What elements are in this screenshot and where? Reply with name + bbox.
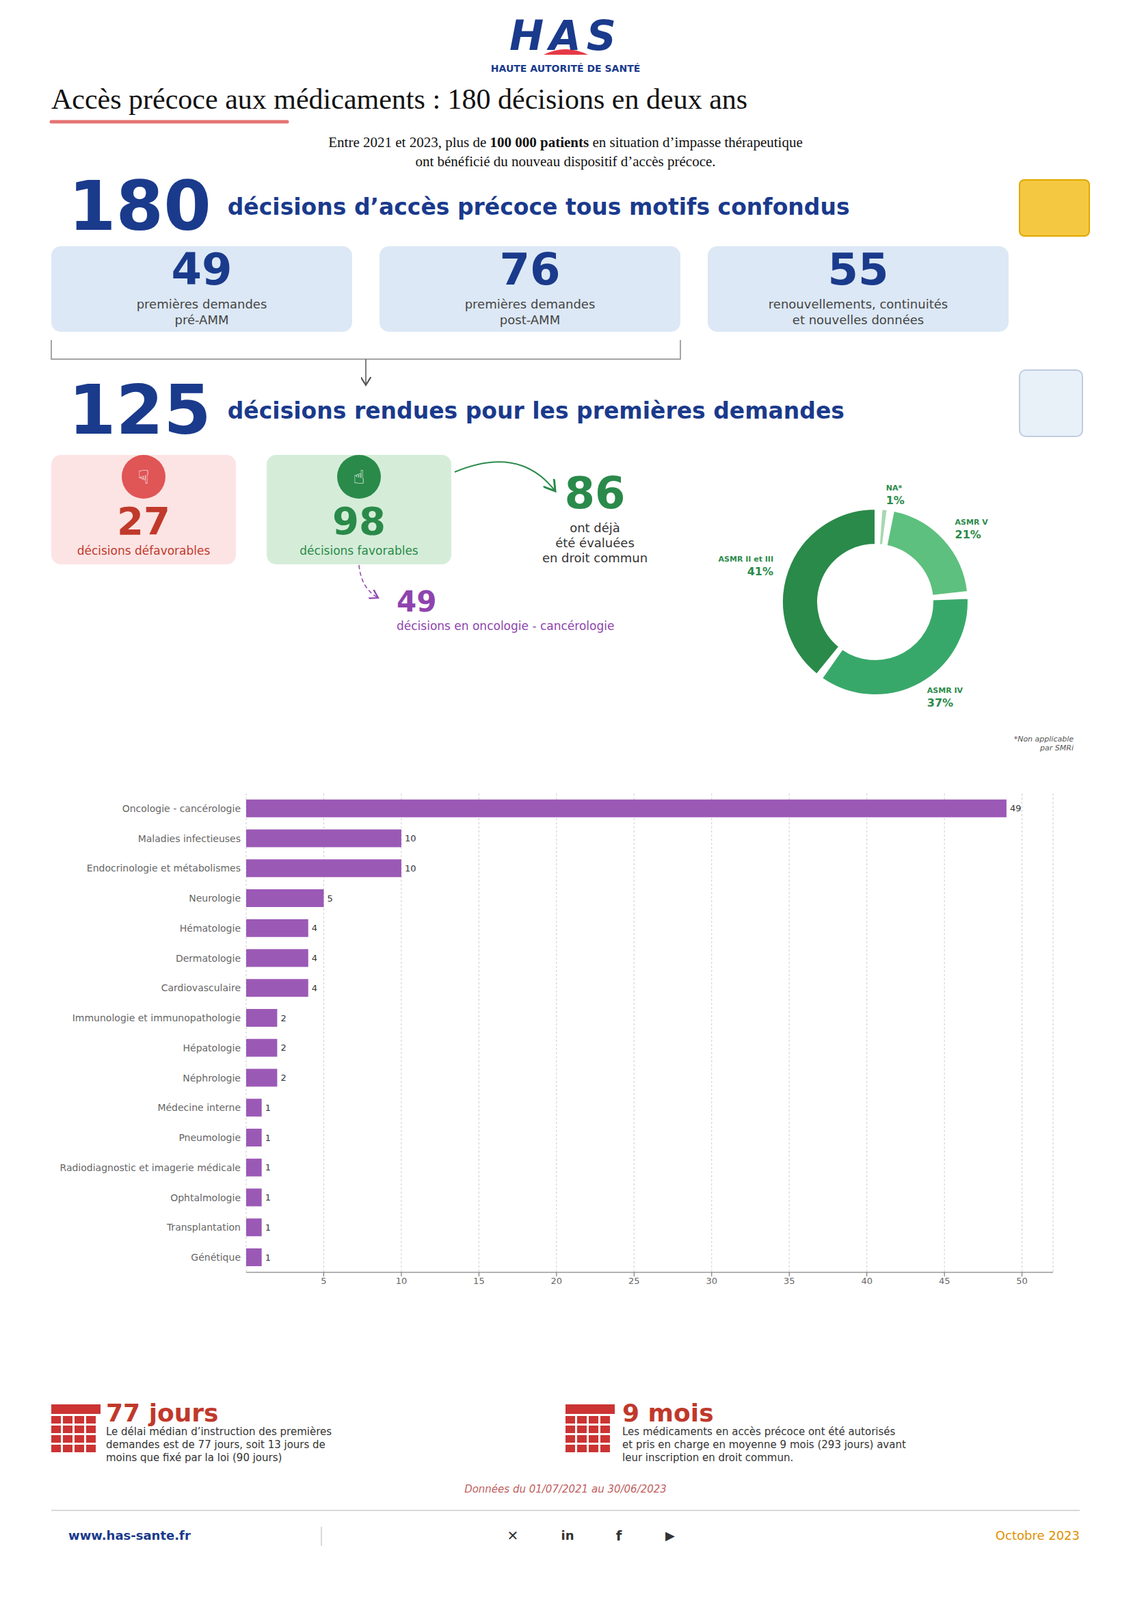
html-text:55: 55: [827, 244, 889, 295]
svg-text:1%: 1%: [886, 493, 905, 507]
html-text:décisions favorables: décisions favorables: [299, 543, 419, 558]
svg-text:4: 4: [311, 922, 318, 933]
html-text:Entre 2021 et 2023, plus de 10: Entre 2021 et 2023, plus de 100 000 pati…: [328, 133, 803, 151]
html-text:et nouvelles données: et nouvelles données: [792, 312, 924, 327]
svg-text:1: 1: [265, 1102, 271, 1113]
svg-text:45: 45: [938, 1275, 951, 1286]
svg-text:Pneumologie: Pneumologie: [178, 1131, 241, 1143]
svg-text:1: 1: [265, 1132, 271, 1143]
svg-text:4: 4: [311, 982, 318, 993]
html-text:Octobre 2023: Octobre 2023: [995, 1527, 1080, 1542]
svg-text:Maladies infectieuses: Maladies infectieuses: [138, 832, 241, 844]
svg-text:Endocrinologie et métabolismes: Endocrinologie et métabolismes: [86, 862, 241, 874]
svg-text:Neurologie: Neurologie: [188, 892, 241, 904]
html-text:Les médicaments en accès préco: Les médicaments en accès précoce ont été…: [622, 1425, 896, 1438]
svg-text:10: 10: [404, 832, 417, 844]
html-text:premières demandes: premières demandes: [464, 296, 596, 311]
svg-text:37%: 37%: [927, 696, 954, 710]
svg-text:1: 1: [265, 1252, 271, 1263]
html-text:HAUTE AUTORITÉ DE SANTÉ: HAUTE AUTORITÉ DE SANTÉ: [490, 62, 641, 74]
svg-text:Génétique: Génétique: [190, 1251, 241, 1263]
html-text:*Non applicable par SMRi: *Non applicable par SMRi: [1013, 734, 1074, 753]
svg-text:1: 1: [265, 1161, 271, 1173]
svg-text:5: 5: [326, 893, 333, 904]
html-text:125: 125: [68, 369, 212, 450]
svg-text:15: 15: [473, 1275, 485, 1286]
svg-text:25: 25: [628, 1275, 641, 1286]
html-text:www.has-sante.fr: www.has-sante.fr: [68, 1527, 191, 1542]
svg-text:ASMR II et III: ASMR II et III: [718, 554, 775, 564]
html-text:ont déjà: ont déjà: [569, 520, 621, 535]
html-text:ont bénéficié du nouveau dispo: ont bénéficié du nouveau dispositif d’ac…: [415, 153, 716, 170]
html-text:180: 180: [68, 166, 212, 247]
html-text:98: 98: [332, 498, 386, 543]
html-text:été évaluées: été évaluées: [555, 535, 635, 550]
html-text:renouvellements, continuités: renouvellements, continuités: [768, 296, 948, 311]
html-text:Accès précoce aux médicaments: Accès précoce aux médicaments : 180 déci…: [51, 83, 748, 115]
html-text:76: 76: [499, 244, 561, 295]
svg-text:5: 5: [320, 1275, 327, 1286]
svg-text:35: 35: [783, 1275, 796, 1286]
svg-text:NA*: NA*: [886, 483, 903, 493]
html-text:Le délai médian d’instruction: Le délai médian d’instruction des premiè…: [105, 1425, 332, 1438]
svg-text:2: 2: [280, 1012, 286, 1023]
html-text:demandes est de 77 jours, soit: demandes est de 77 jours, soit 13 jours …: [105, 1438, 326, 1451]
svg-text:Médecine interne: Médecine interne: [157, 1101, 241, 1113]
svg-text:4: 4: [311, 952, 318, 963]
svg-text:2: 2: [280, 1072, 286, 1083]
svg-text:Cardiovasculaire: Cardiovasculaire: [161, 981, 241, 993]
html-text:décisions en oncologie - cancé: décisions en oncologie - cancérologie: [396, 618, 615, 633]
svg-text:ASMR IV: ASMR IV: [927, 685, 964, 695]
html-text:in: in: [561, 1527, 575, 1542]
svg-text:Oncologie - cancérologie: Oncologie - cancérologie: [122, 802, 241, 814]
html-text:49: 49: [171, 244, 233, 295]
svg-text:1: 1: [265, 1221, 271, 1233]
svg-text:10: 10: [404, 862, 417, 874]
svg-text:30: 30: [705, 1275, 718, 1286]
svg-text:Transplantation: Transplantation: [166, 1221, 241, 1233]
svg-text:50: 50: [1016, 1275, 1028, 1286]
html-text:pré-AMM: pré-AMM: [174, 312, 229, 327]
html-text:HAS: HAS: [509, 11, 622, 60]
svg-text:21%: 21%: [955, 527, 982, 541]
html-text:décisions rendues pour les pre: décisions rendues pour les premières dem…: [227, 396, 845, 424]
html-text:et pris en charge en moyenne 9: et pris en charge en moyenne 9 mois (293…: [622, 1438, 906, 1451]
html-text:décisions défavorables: décisions défavorables: [77, 543, 211, 558]
svg-text:49: 49: [1009, 802, 1022, 814]
html-text:en droit commun: en droit commun: [542, 550, 648, 565]
html-text:86: 86: [564, 467, 626, 519]
svg-text:ASMR V: ASMR V: [955, 517, 989, 527]
html-text:f: f: [615, 1526, 622, 1543]
html-text:décisions d’accès précoce tous: décisions d’accès précoce tous motifs co…: [227, 193, 850, 220]
html-text:27: 27: [116, 498, 171, 543]
html-text:premières demandes: premières demandes: [136, 296, 267, 311]
svg-text:Radiodiagnostic et imagerie mé: Radiodiagnostic et imagerie médicale: [59, 1161, 241, 1173]
svg-text:10: 10: [395, 1275, 408, 1286]
svg-text:Néphrologie: Néphrologie: [182, 1072, 241, 1084]
svg-text:41%: 41%: [747, 564, 774, 578]
html-text:77 jours: 77 jours: [105, 1398, 219, 1427]
svg-text:2: 2: [280, 1042, 286, 1053]
svg-text:Dermatologie: Dermatologie: [175, 952, 241, 964]
svg-text:1: 1: [265, 1191, 271, 1203]
svg-text:40: 40: [860, 1275, 873, 1286]
svg-text:20: 20: [551, 1275, 563, 1286]
html-text:leur inscription en droit comm: leur inscription en droit commun.: [622, 1451, 794, 1464]
html-text:Données du 01/07/2021 au 30/06: Données du 01/07/2021 au 30/06/2023: [464, 1482, 667, 1496]
html-text:9 mois: 9 mois: [622, 1398, 714, 1427]
svg-text:Ophtalmologie: Ophtalmologie: [170, 1191, 241, 1203]
svg-text:Hépatologie: Hépatologie: [182, 1042, 241, 1054]
svg-text:Hématologie: Hématologie: [179, 922, 241, 934]
html-text:49: 49: [396, 584, 437, 619]
html-text:moins que fixé par la loi (90: moins que fixé par la loi (90 jours): [105, 1451, 282, 1464]
html-text:post-AMM: post-AMM: [499, 312, 561, 327]
svg-text:Immunologie et immunopathologi: Immunologie et immunopathologie: [72, 1012, 241, 1023]
